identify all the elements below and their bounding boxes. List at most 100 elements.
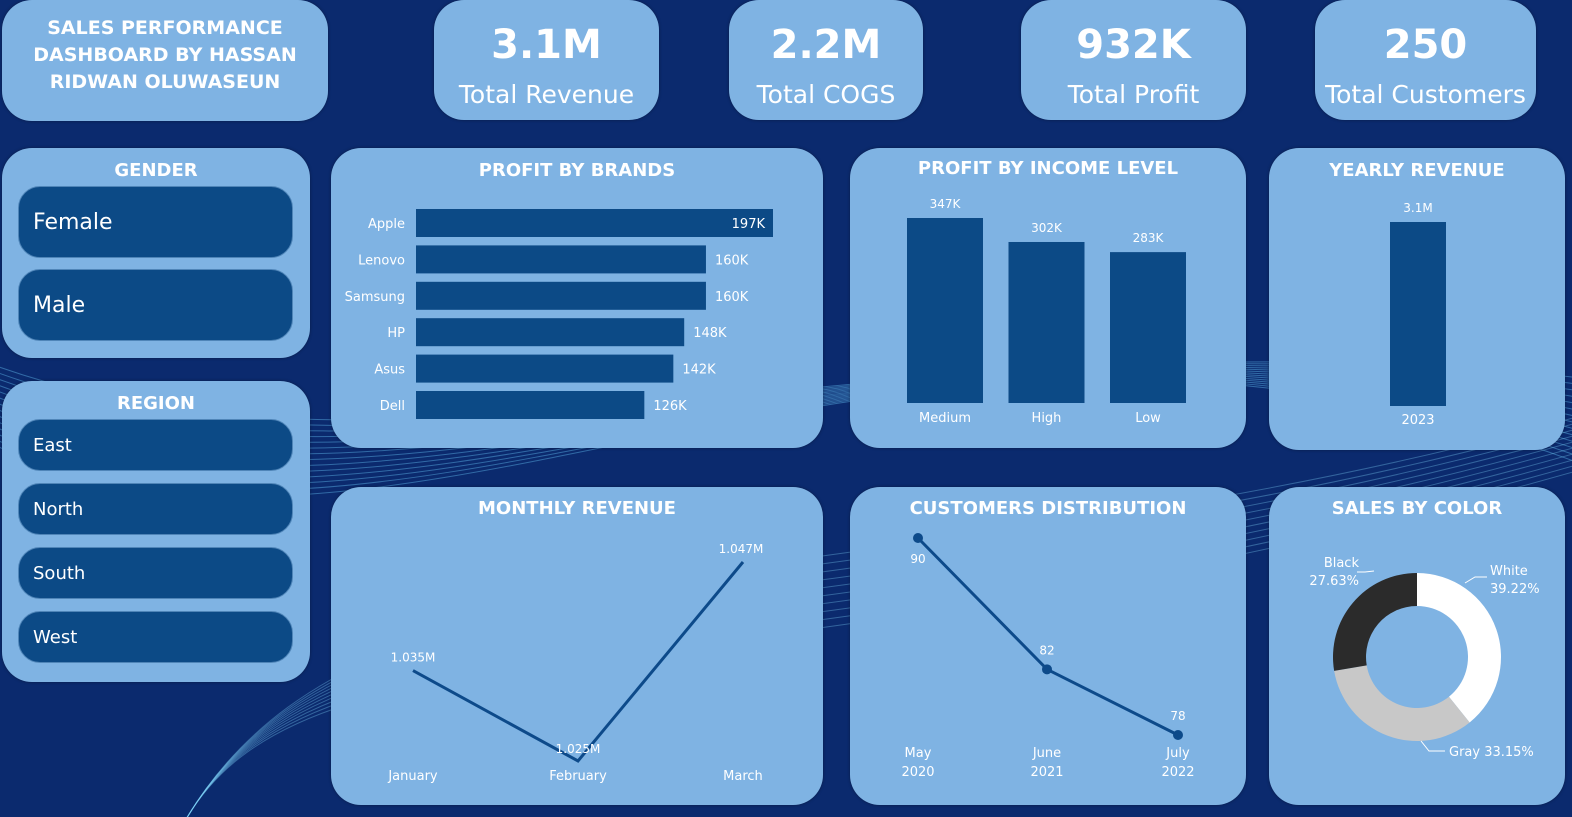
gender-option-label: Female <box>33 209 113 235</box>
monthly-category-label: February <box>549 769 607 784</box>
income-data-label: 283K <box>1133 231 1165 245</box>
chart-title: PROFIT BY INCOME LEVEL <box>917 158 1179 179</box>
income-bar <box>1008 241 1085 403</box>
brand-category-label: Samsung <box>345 290 405 305</box>
monthly-category-label: January <box>387 769 438 784</box>
donut-leader-line <box>1357 570 1375 573</box>
customers-category-year: 2021 <box>1030 765 1063 780</box>
brand-data-label: 160K <box>715 290 749 305</box>
profit-by-income-panel: PROFIT BY INCOME LEVEL 347K Medium 302K Hig… <box>850 148 1246 448</box>
yearly-data-label: 3.1M <box>1403 201 1432 215</box>
yearly-revenue-chart: 3.1M 2023 <box>1390 201 1446 428</box>
customers-data-label: 78 <box>1170 709 1185 723</box>
sales-by-color-panel: SALES BY COLOR White 39.22% Gray 33.15% Bla… <box>1269 487 1565 805</box>
region-option-label: West <box>33 626 78 648</box>
donut-slice-gray <box>1334 665 1470 741</box>
title-card: SALES PERFORMANCE DASHBOARD BY HASSAN RI… <box>2 0 328 121</box>
sales-by-color-chart: White 39.22% Gray 33.15% Black 27.63% <box>1309 556 1540 760</box>
region-option-south[interactable]: South <box>18 547 293 599</box>
region-option-label: North <box>33 498 84 520</box>
kpi-label: Total COGS <box>756 80 896 109</box>
customers-category-year: 2022 <box>1161 765 1194 780</box>
region-option-label: South <box>33 562 86 584</box>
brand-bar <box>416 354 674 383</box>
brand-data-label: 148K <box>693 326 727 341</box>
income-bar <box>1110 252 1186 403</box>
brand-bar <box>416 391 645 419</box>
kpi-total-profit: 932K Total Profit <box>1021 0 1246 120</box>
customers-category-month: July <box>1165 746 1190 761</box>
monthly-data-label: 1.025M <box>556 742 601 756</box>
brand-bar <box>416 245 706 274</box>
kpi-value: 250 <box>1383 22 1468 68</box>
donut-data-label: Gray 33.15% <box>1449 745 1534 760</box>
brand-bar <box>416 209 773 237</box>
donut-data-label: 39.22% <box>1490 582 1540 597</box>
brand-bar <box>416 281 706 310</box>
kpi-value: 932K <box>1076 22 1191 68</box>
donut-slice-black <box>1333 573 1417 671</box>
gender-option-female[interactable]: Female <box>18 186 293 258</box>
gender-option-label: Male <box>33 292 86 318</box>
kpi-total-customers: 250 Total Customers <box>1315 0 1536 120</box>
region-title: REGION <box>117 393 195 414</box>
customers-point <box>1042 664 1052 675</box>
customers-point <box>913 533 923 543</box>
income-category-label: Low <box>1135 411 1161 426</box>
brand-category-label: Lenovo <box>358 253 405 268</box>
income-data-label: 302K <box>1031 221 1063 235</box>
monthly-revenue-line <box>412 561 745 763</box>
customers-distribution-chart: 90 May 2020 82 June 2021 78 July 2022 <box>901 533 1195 780</box>
kpi-total-revenue: 3.1M Total Revenue <box>434 0 659 120</box>
donut-leader-line <box>1464 576 1487 584</box>
region-option-label: East <box>33 434 72 456</box>
chart-title: YEARLY REVENUE <box>1329 160 1505 181</box>
donut-slice-name: White <box>1490 564 1528 579</box>
gender-option-male[interactable]: Male <box>18 269 293 341</box>
region-option-east[interactable]: East <box>18 419 293 471</box>
income-data-label: 347K <box>930 197 962 211</box>
gender-title: GENDER <box>114 160 198 181</box>
donut-data-label: 27.63% <box>1309 574 1359 589</box>
brand-data-label: 142K <box>682 363 716 378</box>
monthly-data-label: 1.035M <box>391 651 436 665</box>
customers-category-month: June <box>1032 746 1061 761</box>
chart-title: MONTHLY REVENUE <box>478 498 676 519</box>
profit-by-brands-panel: PROFIT BY BRANDS Apple 197K Lenovo 160K Sams… <box>331 148 823 448</box>
chart-title: SALES BY COLOR <box>1331 498 1503 519</box>
donut-slice-name: Black <box>1324 556 1360 571</box>
yearly-bar <box>1390 222 1446 406</box>
region-option-west[interactable]: West <box>18 611 293 663</box>
income-category-label: High <box>1032 411 1062 426</box>
profit-by-income-chart: 347K Medium 302K High 283K Low <box>907 197 1186 426</box>
yearly-category-label: 2023 <box>1401 413 1434 428</box>
chart-title: CUSTOMERS DISTRIBUTION <box>909 498 1187 519</box>
brand-category-label: HP <box>387 326 405 341</box>
kpi-label: Total Profit <box>1067 80 1200 109</box>
dashboard-title: SALES PERFORMANCE DASHBOARD BY HASSAN RI… <box>33 17 297 93</box>
kpi-label: Total Customers <box>1325 80 1526 109</box>
monthly-revenue-chart: 1.035M January 1.025M February 1.047M March <box>387 542 764 784</box>
brand-bar <box>416 318 685 347</box>
income-category-label: Medium <box>919 411 971 426</box>
donut-slice-white <box>1417 573 1501 723</box>
brand-data-label: 126K <box>653 399 687 414</box>
kpi-value: 3.1M <box>491 22 602 68</box>
region-slicer: REGION East North South West <box>2 381 310 682</box>
monthly-category-label: March <box>723 769 763 784</box>
customers-line <box>916 536 1179 737</box>
profit-by-brands-chart: Apple 197K Lenovo 160K Samsung 160K HP 148K Asus… <box>345 209 773 419</box>
brand-category-label: Apple <box>368 217 405 232</box>
region-option-north[interactable]: North <box>18 483 293 535</box>
customers-distribution-panel: CUSTOMERS DISTRIBUTION 90 May 2020 82 June 20… <box>850 487 1246 805</box>
customers-data-label: 82 <box>1039 643 1054 657</box>
kpi-value: 2.2M <box>770 22 882 68</box>
income-bar <box>907 218 983 403</box>
yearly-revenue-panel: YEARLY REVENUE 3.1M 2023 <box>1269 148 1565 450</box>
customers-category-month: May <box>905 746 932 761</box>
kpi-label: Total Revenue <box>458 80 635 109</box>
kpi-total-cogs: 2.2M Total COGS <box>729 0 923 120</box>
monthly-data-label: 1.047M <box>719 542 764 556</box>
brand-category-label: Dell <box>380 399 405 414</box>
donut-leader-line <box>1420 740 1445 752</box>
